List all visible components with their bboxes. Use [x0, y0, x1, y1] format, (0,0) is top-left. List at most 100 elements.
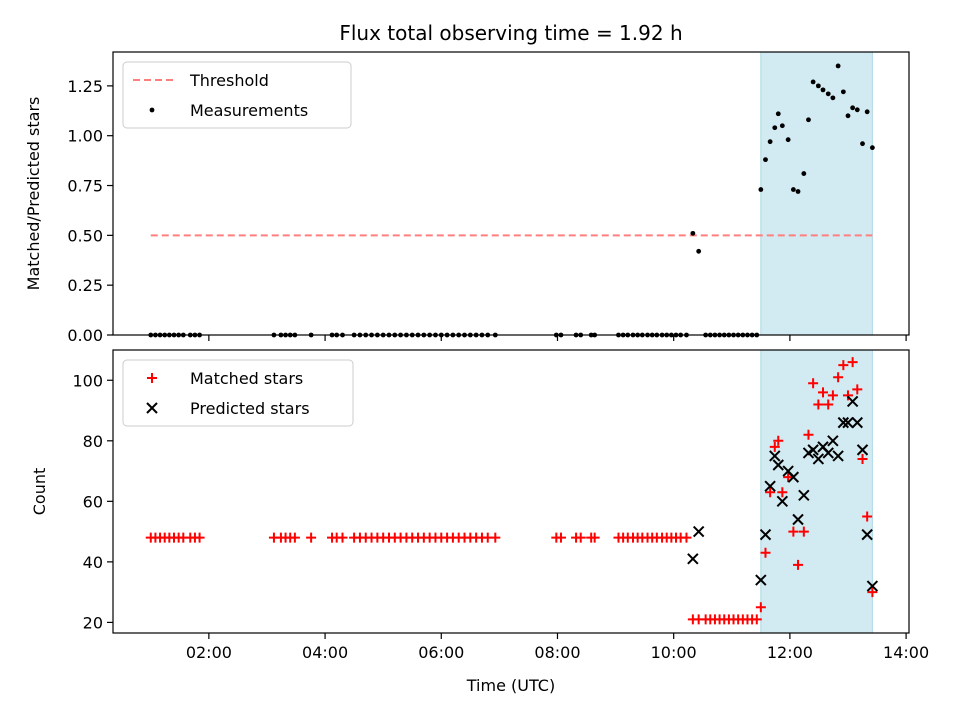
measurement-point — [835, 63, 841, 69]
measurement-point — [790, 187, 796, 192]
matched-star-point — [827, 390, 838, 401]
legend-label: Matched stars — [190, 369, 303, 388]
legend-measurement-swatch — [149, 107, 155, 113]
predicted-star-point — [772, 459, 784, 471]
measurement-point — [864, 109, 870, 115]
predicted-star-point — [827, 435, 839, 447]
legend-label: Measurements — [190, 101, 308, 120]
matched-star-point — [337, 532, 348, 543]
y-tick-label: 20 — [83, 613, 103, 632]
measurement-point — [825, 91, 831, 97]
matched-star-point — [773, 435, 784, 446]
matched-star-point — [783, 472, 794, 483]
matched-star-point — [769, 441, 780, 452]
matched-star-point — [813, 399, 824, 410]
predicted-star-point — [764, 480, 776, 492]
predicted-star-point — [792, 513, 804, 526]
x-tick-label: 04:00 — [302, 643, 348, 662]
measurement-point — [767, 139, 773, 145]
matched-star-point — [833, 372, 844, 383]
predicted-star-point — [832, 450, 844, 462]
predicted-star-point — [755, 574, 767, 586]
measurement-point — [772, 125, 778, 131]
matched-star-point — [867, 587, 878, 598]
measurement-point — [758, 187, 764, 192]
legend-label: Threshold — [189, 71, 269, 90]
legend: Threshold Measurements — [122, 61, 352, 129]
predicted-star-point — [776, 495, 789, 508]
matched-star-point — [803, 429, 814, 440]
y-tick-label: 100 — [72, 371, 103, 390]
predicted-star-point — [822, 447, 834, 459]
predicted-star-point — [812, 453, 825, 465]
matched-star-point — [798, 526, 809, 537]
x-axis-label: Time (UTC) — [466, 676, 555, 695]
measurement-point — [785, 137, 791, 143]
measurement-point — [854, 107, 860, 113]
ratio-panel: 0.00 0.25 0.50 0.75 1.00 1.25 Matched/Predicte… — [24, 51, 910, 345]
y-tick-label: 80 — [83, 432, 103, 451]
matched-star-point — [857, 453, 868, 464]
predicted-star-point — [798, 489, 810, 501]
measurement-point — [690, 230, 696, 236]
predicted-star-point — [787, 471, 800, 483]
y-axis-label: Count — [30, 468, 49, 516]
matched-star-point — [823, 399, 834, 410]
matched-star-point — [852, 384, 863, 395]
matched-star-point — [818, 387, 829, 398]
measurement-point — [869, 145, 875, 151]
predicted-star-point — [759, 528, 772, 541]
measurement-point — [763, 157, 768, 163]
matched-star-point — [765, 487, 776, 498]
matched-star-point — [788, 526, 799, 537]
measurement-point — [860, 141, 865, 147]
x-tick-label: 08:00 — [534, 643, 580, 662]
measurement-point — [840, 89, 846, 95]
predicted-star-point — [692, 525, 705, 538]
predicted-star-point — [851, 416, 863, 429]
x-tick-label: 06:00 — [418, 643, 464, 662]
observing-span — [760, 51, 873, 336]
predicted-star-point — [846, 395, 859, 408]
measurement-point — [845, 113, 851, 119]
y-tick-label: 1.00 — [67, 127, 103, 146]
matched-star-point — [306, 532, 317, 543]
y-tick-label: 0.50 — [67, 226, 103, 245]
y-tick-label: 40 — [83, 553, 103, 572]
axes-frame — [112, 51, 910, 336]
y-tick-label: 0.00 — [67, 326, 103, 345]
matched-star-point — [838, 360, 849, 371]
predicted-star-point — [687, 553, 699, 565]
matched-star-point — [847, 357, 858, 368]
matched-star-point — [862, 511, 873, 522]
axes-frame — [112, 349, 910, 634]
legend-box — [122, 359, 354, 427]
matched-star-point — [589, 532, 600, 543]
matched-star-point — [842, 390, 853, 401]
measurement-point — [815, 83, 821, 89]
predicted-star-point — [837, 416, 850, 429]
predicted-star-point — [769, 450, 781, 462]
legend-box — [122, 61, 352, 129]
legend-predicted-swatch — [146, 402, 158, 414]
matched-star-point — [194, 532, 205, 543]
legend: Matched stars Predicted stars — [122, 359, 354, 427]
y-tick-label: 1.25 — [67, 77, 103, 96]
legend-matched-swatch — [147, 373, 157, 383]
measurement-point — [779, 123, 785, 129]
x-tick-label: 14:00 — [883, 643, 929, 662]
predicted-star-point — [807, 444, 819, 456]
x-tick-label: 10:00 — [651, 643, 697, 662]
measurement-point — [801, 171, 807, 176]
measurement-point — [820, 87, 826, 93]
matched-star-point — [793, 559, 804, 570]
measurement-point — [775, 111, 781, 117]
y-tick-label: 0.25 — [67, 276, 103, 295]
y-tick-label: 0.75 — [67, 177, 103, 196]
matched-star-point — [555, 532, 566, 543]
matched-star-point — [760, 547, 771, 558]
predicted-star-point — [842, 416, 854, 429]
measurement-point — [850, 105, 856, 111]
matched-star-point — [289, 532, 300, 543]
